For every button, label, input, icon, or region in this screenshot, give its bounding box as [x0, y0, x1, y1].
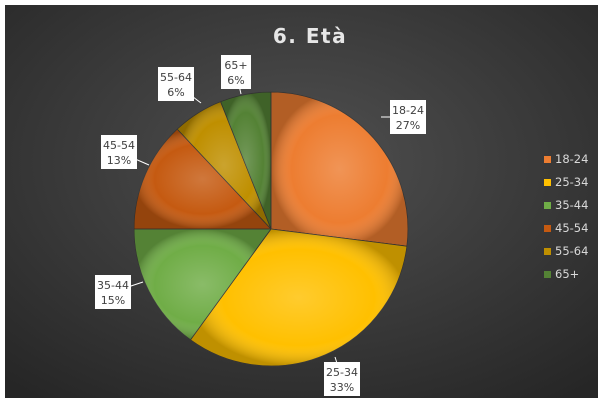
legend-swatch	[544, 248, 551, 255]
label-box	[158, 67, 194, 101]
legend-swatch	[544, 225, 551, 232]
pie-slice-shading	[190, 229, 407, 367]
legend-label: 25-34	[555, 175, 588, 189]
legend-swatch	[544, 202, 551, 209]
pie-chart: 6. Età 18-24 27% 25-34 33% 35-44 15% 45-54 13% 5…	[5, 5, 598, 398]
legend-item-45-54: 45-54	[544, 221, 588, 235]
pie-slice-shading	[134, 129, 271, 229]
data-label-25-34: 25-34 33%	[324, 356, 360, 396]
legend-item-65+: 65+	[544, 267, 579, 281]
data-labels: 18-2427%25-3433%35-4415%45-5413%55-646%6…	[95, 55, 426, 396]
label-percent: 6%	[167, 86, 184, 99]
label-box	[95, 275, 131, 309]
data-label-65+: 65+6%	[221, 55, 251, 95]
data-label-35-44: 35-44 15%	[95, 275, 144, 309]
label-category: 45-54	[103, 139, 135, 152]
chart-area: 6. Età 18-24 27% 25-34 33% 35-44 15% 45-54 13% 5…	[5, 5, 598, 398]
legend-item-18-24: 18-24	[544, 152, 588, 166]
legend-label: 55-64	[555, 244, 588, 258]
label-category: 65+	[224, 59, 247, 72]
chart-title: 6. Età	[273, 24, 347, 48]
pie-slice-shading	[271, 92, 409, 247]
pie-slices	[133, 91, 409, 367]
legend-item-25-34: 25-34	[544, 175, 588, 189]
label-category: 35-44	[97, 279, 129, 292]
data-label-18-24: 18-24 27%	[381, 100, 426, 134]
pie-slice-shading	[134, 229, 271, 340]
data-label-45-54: 45-54 13%	[101, 135, 150, 169]
label-percent: 6%	[227, 74, 244, 87]
label-box	[221, 55, 251, 89]
label-percent: 15%	[101, 294, 125, 307]
pie-slice-shading	[220, 92, 271, 229]
label-percent: 33%	[330, 381, 354, 394]
label-category: 25-34	[326, 366, 358, 379]
legend-swatch	[544, 179, 551, 186]
label-category: 55-64	[160, 71, 192, 84]
label-percent: 27%	[396, 119, 420, 132]
legend-label: 45-54	[555, 221, 588, 235]
legend-label: 18-24	[555, 152, 588, 166]
label-box	[390, 100, 426, 134]
legend-item-55-64: 55-64	[544, 244, 588, 258]
legend: 18-24 25-34 35-44 45-54 55-64 65+	[544, 152, 588, 281]
legend-swatch	[544, 156, 551, 163]
label-box	[324, 362, 360, 396]
legend-swatch	[544, 271, 551, 278]
label-category: 18-24	[392, 104, 424, 117]
pie-slice-shading	[177, 101, 271, 229]
label-box	[101, 135, 137, 169]
data-label-55-64: 55-64 6%	[158, 67, 202, 104]
legend-item-35-44: 35-44	[544, 198, 588, 212]
legend-label: 35-44	[555, 198, 588, 212]
label-percent: 13%	[107, 154, 131, 167]
legend-label: 65+	[555, 267, 579, 281]
